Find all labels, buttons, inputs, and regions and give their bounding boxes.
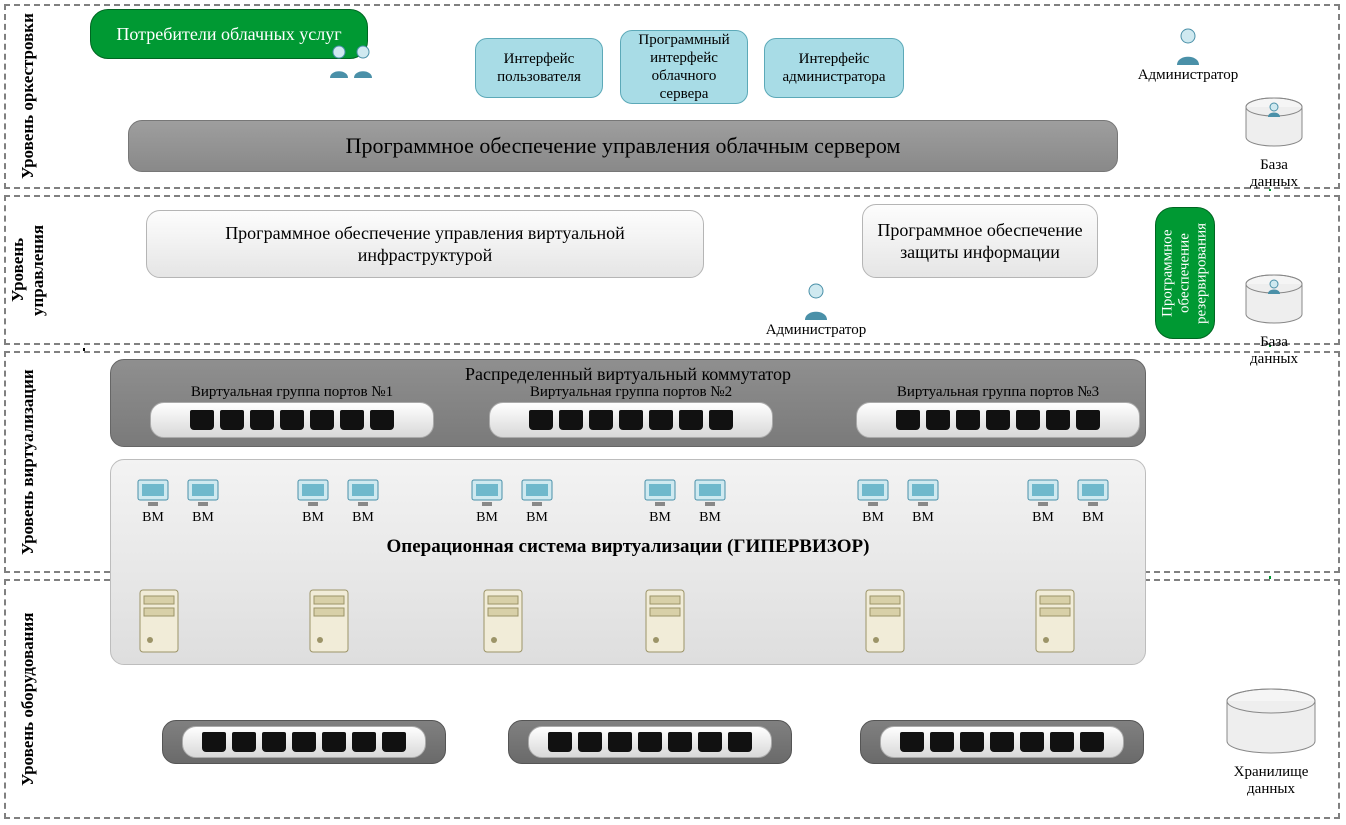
server-1 — [304, 586, 358, 658]
consumers-label: Потребители облачных услуг — [116, 24, 341, 45]
server-4 — [860, 586, 914, 658]
port-group-label-1: Виртуальная группа портов №2 — [489, 384, 773, 401]
cloud-management-label: Программное обеспечение управления облач… — [346, 133, 901, 159]
database-top-label: База данных — [1235, 157, 1313, 191]
vi-management-box: Программное обеспечение управления вирту… — [146, 210, 704, 278]
database-mid: База данных — [1235, 274, 1313, 368]
physical-switch-2 — [860, 720, 1144, 764]
admin-top: Администратор — [1128, 27, 1248, 84]
vm-0-0: ВМ — [130, 478, 176, 526]
vm-1-1: ВМ — [340, 478, 386, 526]
physical-switch-1 — [508, 720, 792, 764]
database-mid-label: База данных — [1235, 334, 1313, 368]
security-software-label: Программное обеспечение защиты информаци… — [877, 219, 1083, 264]
port-group-label-0: Виртуальная группа портов №1 — [150, 384, 434, 401]
vm-3-1: ВМ — [687, 478, 733, 526]
vm-1-0: ВМ — [290, 478, 336, 526]
hypervisor-panel: Операционная система виртуализации (ГИПЕ… — [110, 459, 1146, 665]
vm-5-1: ВМ — [1070, 478, 1116, 526]
vm-2-0: ВМ — [464, 478, 510, 526]
admin-mid-label: Администратор — [756, 322, 876, 339]
level-label-virtualization: Уровень виртуализации — [8, 351, 48, 573]
backup-software-label: Программное обеспечение резервирования — [1160, 218, 1211, 328]
interface-box-1: Программный интерфейс облачного сервера — [620, 30, 748, 104]
server-3 — [640, 586, 694, 658]
database-top: База данных — [1235, 97, 1313, 191]
cloud-management-bar: Программное обеспечение управления облач… — [128, 120, 1118, 172]
security-software-box: Программное обеспечение защиты информаци… — [862, 204, 1098, 278]
admin-top-label: Администратор — [1128, 67, 1248, 84]
hypervisor-title: Операционная система виртуализации (ГИПЕ… — [111, 536, 1145, 558]
vm-2-1: ВМ — [514, 478, 560, 526]
admin-mid: Администратор — [756, 282, 876, 339]
backup-software-box: Программное обеспечение резервирования — [1155, 207, 1215, 339]
port-group-label-2: Виртуальная группа портов №3 — [856, 384, 1140, 401]
server-0 — [134, 586, 188, 658]
consumer-person-icon-2 — [348, 44, 378, 80]
vm-0-1: ВМ — [180, 478, 226, 526]
virtual-port-group-0 — [150, 402, 434, 438]
level-label-orchestration: Уровень оркестровки — [8, 4, 48, 189]
virtual-port-group-1 — [489, 402, 773, 438]
virtual-port-group-2 — [856, 402, 1140, 438]
physical-switch-0 — [162, 720, 446, 764]
storage-label: Хранилище данных — [1216, 764, 1326, 798]
vi-management-label: Программное обеспечение управления вирту… — [161, 222, 689, 267]
server-2 — [478, 586, 532, 658]
distributed-switch-title: Распределенный виртуальный коммутатор — [111, 364, 1145, 385]
interface-box-0: Интерфейс пользователя — [475, 38, 603, 98]
vm-3-0: ВМ — [637, 478, 683, 526]
vm-4-0: ВМ — [850, 478, 896, 526]
vm-4-1: ВМ — [900, 478, 946, 526]
interface-box-2: Интерфейс администратора — [764, 38, 904, 98]
server-5 — [1030, 586, 1084, 658]
storage: Хранилище данных — [1216, 688, 1326, 798]
level-label-hardware: Уровень оборудования — [8, 579, 48, 819]
vm-5-0: ВМ — [1020, 478, 1066, 526]
level-label-management: Уровень управления — [8, 195, 48, 345]
